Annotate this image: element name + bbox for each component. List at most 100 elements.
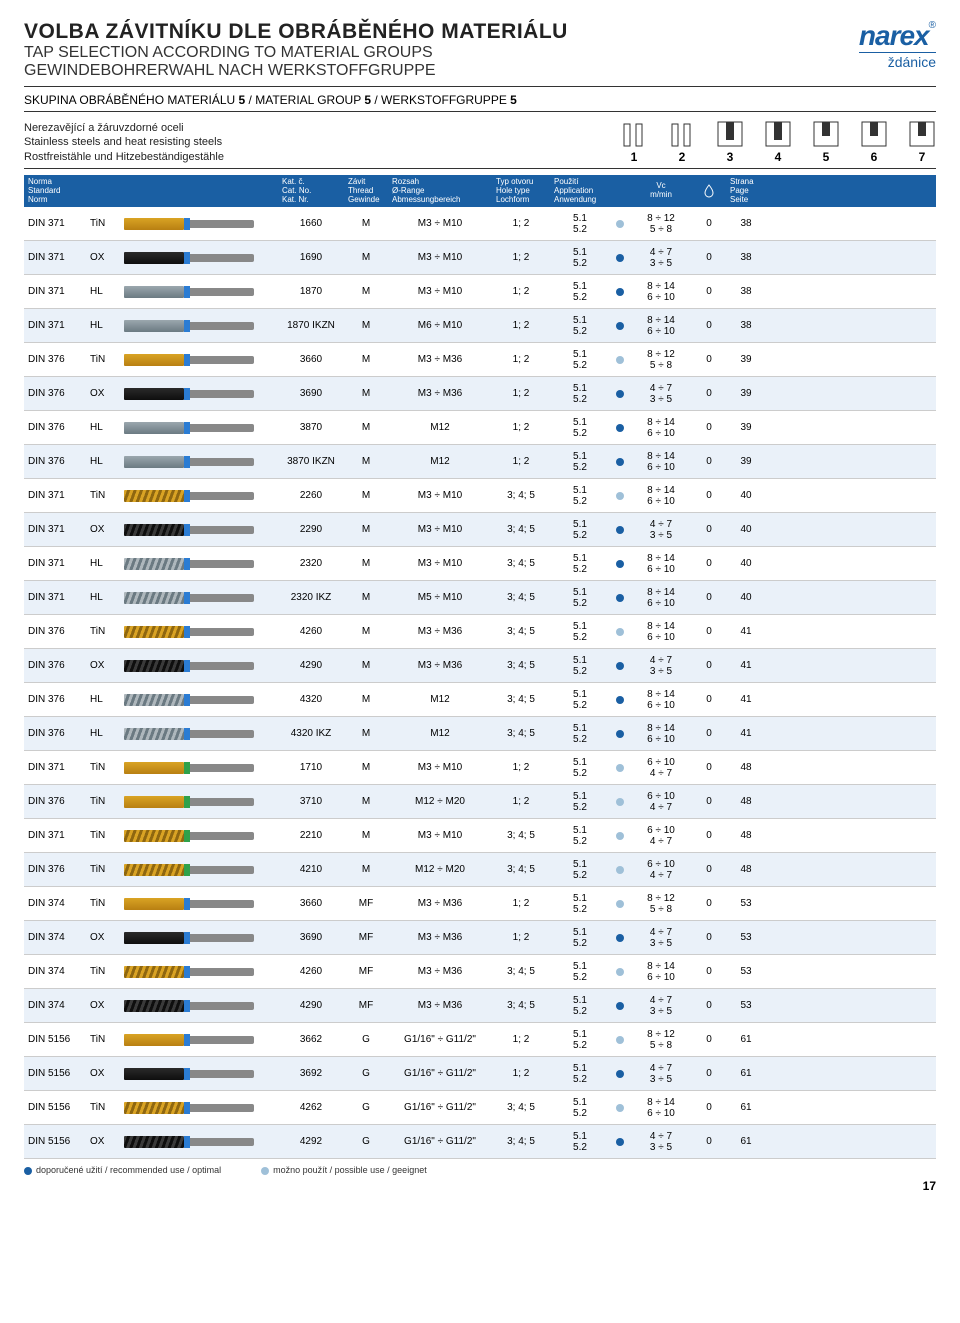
cell-thread: M xyxy=(344,207,388,240)
cell-range: M3 ÷ M36 xyxy=(388,343,492,376)
table-row: DIN 371TiN2210MM3 ÷ M103; 4; 55.15.26 ÷ … xyxy=(24,819,936,853)
cell-catno: 1690 xyxy=(278,241,344,274)
cell-catno: 4320 IKZ xyxy=(278,717,344,750)
cell-application: 5.15.2 xyxy=(550,921,610,954)
cell-thread: MF xyxy=(344,887,388,920)
cell-application: 5.15.2 xyxy=(550,649,610,682)
cell-catno: 3660 xyxy=(278,887,344,920)
cell-usage-dot xyxy=(610,683,630,716)
cell-range: M3 ÷ M10 xyxy=(388,819,492,852)
cell-usage-dot xyxy=(610,1125,630,1158)
cell-norm: DIN 374 xyxy=(24,955,86,988)
cell-page: 39 xyxy=(726,411,766,444)
cell-page: 39 xyxy=(726,445,766,478)
hole-type-2-icon: 2 xyxy=(668,118,696,164)
cell-application: 5.15.2 xyxy=(550,615,610,648)
cell-catno: 2320 xyxy=(278,547,344,580)
cell-range: M12 ÷ M20 xyxy=(388,785,492,818)
cell-lubricant: 0 xyxy=(692,1091,726,1124)
material-group-line: SKUPINA OBRÁBĚNÉHO MATERIÁLU 5 / MATERIA… xyxy=(24,93,936,107)
tap-illustration xyxy=(120,955,278,988)
tap-illustration xyxy=(120,921,278,954)
cell-range: M3 ÷ M36 xyxy=(388,649,492,682)
cell-holetype: 1; 2 xyxy=(492,785,550,818)
cell-norm: DIN 371 xyxy=(24,275,86,308)
cell-norm: DIN 5156 xyxy=(24,1057,86,1090)
cell-range: M6 ÷ M10 xyxy=(388,309,492,342)
cell-catno: 1870 xyxy=(278,275,344,308)
table-row: DIN 376HL4320MM123; 4; 55.15.28 ÷ 146 ÷ … xyxy=(24,683,936,717)
cell-thread: M xyxy=(344,241,388,274)
cell-holetype: 1; 2 xyxy=(492,343,550,376)
cell-lubricant: 0 xyxy=(692,649,726,682)
cell-lubricant: 0 xyxy=(692,615,726,648)
cell-page: 40 xyxy=(726,513,766,546)
cell-range: M3 ÷ M36 xyxy=(388,989,492,1022)
cell-thread: M xyxy=(344,615,388,648)
cell-usage-dot xyxy=(610,853,630,886)
cell-vc: 8 ÷ 125 ÷ 8 xyxy=(630,207,692,240)
cell-holetype: 3; 4; 5 xyxy=(492,513,550,546)
hole-type-1-icon: 1 xyxy=(620,118,648,164)
cell-vc: 6 ÷ 104 ÷ 7 xyxy=(630,785,692,818)
cell-holetype: 3; 4; 5 xyxy=(492,615,550,648)
material-description: Nerezavějící a žáruvzdorné oceli Stainle… xyxy=(24,121,224,164)
page-number: 17 xyxy=(24,1179,936,1193)
tap-illustration xyxy=(120,343,278,376)
cell-page: 38 xyxy=(726,309,766,342)
cell-page: 41 xyxy=(726,615,766,648)
table-row: DIN 371OX1690MM3 ÷ M101; 25.15.24 ÷ 73 ÷… xyxy=(24,241,936,275)
cell-norm: DIN 371 xyxy=(24,479,86,512)
cell-range: M3 ÷ M36 xyxy=(388,615,492,648)
table-row: DIN 376HL3870 IKZNMM121; 25.15.28 ÷ 146 … xyxy=(24,445,936,479)
cell-usage-dot xyxy=(610,479,630,512)
cell-range: M3 ÷ M10 xyxy=(388,751,492,784)
cell-catno: 3870 xyxy=(278,411,344,444)
cell-application: 5.15.2 xyxy=(550,989,610,1022)
table-row: DIN 374OX3690MFM3 ÷ M361; 25.15.24 ÷ 73 … xyxy=(24,921,936,955)
tap-illustration xyxy=(120,751,278,784)
cell-catno: 2260 xyxy=(278,479,344,512)
cell-coating: HL xyxy=(86,717,120,750)
cell-lubricant: 0 xyxy=(692,1023,726,1056)
cell-holetype: 3; 4; 5 xyxy=(492,1125,550,1158)
cell-catno: 4210 xyxy=(278,853,344,886)
cell-norm: DIN 376 xyxy=(24,343,86,376)
cell-page: 38 xyxy=(726,275,766,308)
cell-holetype: 3; 4; 5 xyxy=(492,853,550,886)
cell-holetype: 1; 2 xyxy=(492,751,550,784)
cell-usage-dot xyxy=(610,343,630,376)
cell-application: 5.15.2 xyxy=(550,377,610,410)
cell-thread: M xyxy=(344,309,388,342)
tap-illustration xyxy=(120,207,278,240)
cell-usage-dot xyxy=(610,1023,630,1056)
page-header: VOLBA ZÁVITNÍKU DLE OBRÁBĚNÉHO MATERIÁLU… xyxy=(24,20,936,80)
cell-norm: DIN 376 xyxy=(24,649,86,682)
cell-page: 48 xyxy=(726,785,766,818)
cell-usage-dot xyxy=(610,921,630,954)
cell-vc: 8 ÷ 146 ÷ 10 xyxy=(630,411,692,444)
cell-usage-dot xyxy=(610,445,630,478)
cell-catno: 4290 xyxy=(278,989,344,1022)
hole-type-3-icon: 3 xyxy=(716,118,744,164)
cell-range: M12 ÷ M20 xyxy=(388,853,492,886)
cell-thread: M xyxy=(344,479,388,512)
cell-thread: M xyxy=(344,275,388,308)
tap-illustration xyxy=(120,445,278,478)
cell-lubricant: 0 xyxy=(692,955,726,988)
cell-holetype: 3; 4; 5 xyxy=(492,649,550,682)
cell-page: 53 xyxy=(726,955,766,988)
title-de: GEWINDEBOHRERWAHL NACH WERKSTOFFGRUPPE xyxy=(24,62,859,80)
table-row: DIN 371TiN1660MM3 ÷ M101; 25.15.28 ÷ 125… xyxy=(24,207,936,241)
cell-norm: DIN 371 xyxy=(24,241,86,274)
cell-page: 61 xyxy=(726,1023,766,1056)
cell-vc: 8 ÷ 146 ÷ 10 xyxy=(630,717,692,750)
cell-application: 5.15.2 xyxy=(550,1057,610,1090)
cell-vc: 8 ÷ 125 ÷ 8 xyxy=(630,343,692,376)
table-row: DIN 371HL1870MM3 ÷ M101; 25.15.28 ÷ 146 … xyxy=(24,275,936,309)
tap-illustration xyxy=(120,241,278,274)
cell-vc: 6 ÷ 104 ÷ 7 xyxy=(630,819,692,852)
cell-usage-dot xyxy=(610,241,630,274)
cell-norm: DIN 376 xyxy=(24,717,86,750)
hole-type-4-icon: 4 xyxy=(764,118,792,164)
